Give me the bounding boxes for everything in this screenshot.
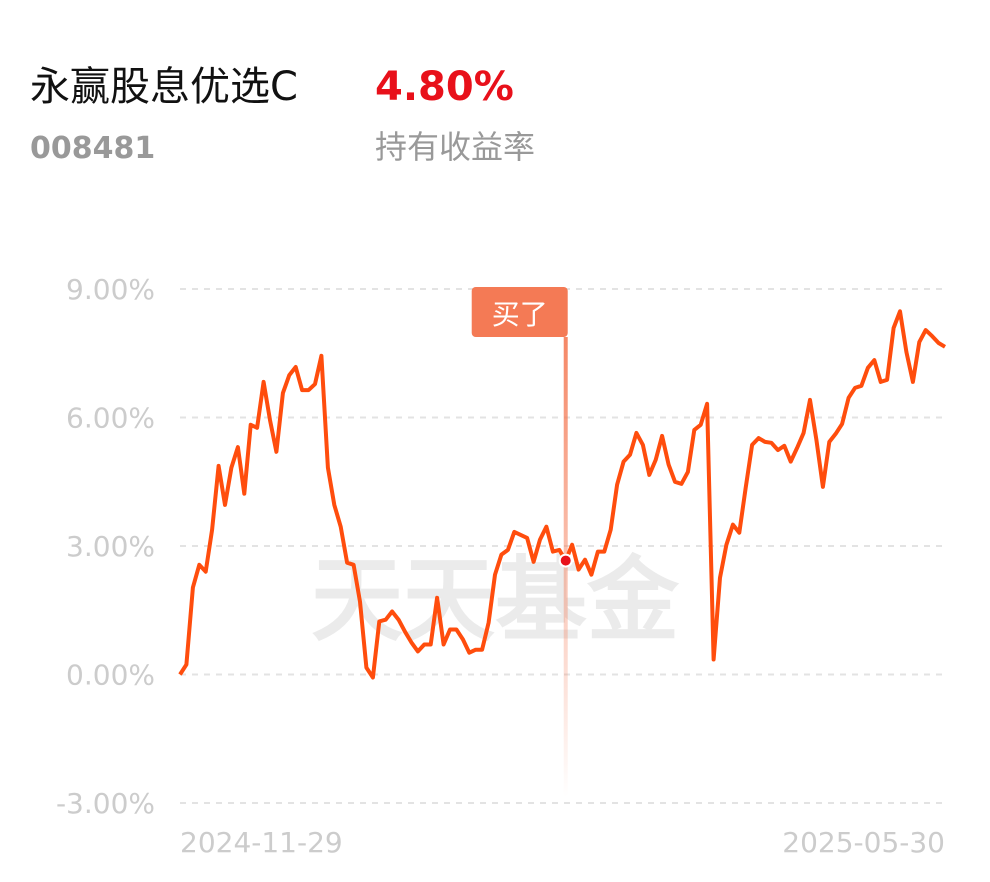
y-tick-label: 6.00% [66, 402, 155, 435]
fund-name: 永赢股息优选C [30, 64, 298, 110]
return-label: 持有收益率 [375, 128, 535, 166]
x-tick-label: 2025-05-30 [782, 826, 945, 859]
buy-flag [471, 287, 568, 337]
y-tick-label: 0.00% [66, 659, 155, 692]
y-tick-label: 3.00% [66, 530, 155, 563]
buy-point [558, 553, 573, 568]
y-tick-label: -3.00% [56, 787, 155, 820]
x-tick-label: 2024-11-29 [180, 826, 343, 859]
watermark: 天天基金 [311, 547, 680, 654]
buy-flag-text: 买了 [492, 298, 548, 331]
holding-return: 4.80% [375, 64, 514, 110]
y-tick-label: 9.00% [66, 273, 155, 306]
fund-code: 008481 [30, 131, 155, 166]
